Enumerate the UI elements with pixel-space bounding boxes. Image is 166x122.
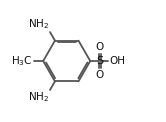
- Text: NH$_2$: NH$_2$: [28, 18, 49, 31]
- Text: NH$_2$: NH$_2$: [28, 91, 49, 104]
- Text: O: O: [96, 42, 104, 52]
- Text: OH: OH: [109, 56, 125, 66]
- Text: S: S: [96, 56, 103, 66]
- Text: H$_3$C: H$_3$C: [11, 54, 32, 68]
- Text: O: O: [96, 70, 104, 80]
